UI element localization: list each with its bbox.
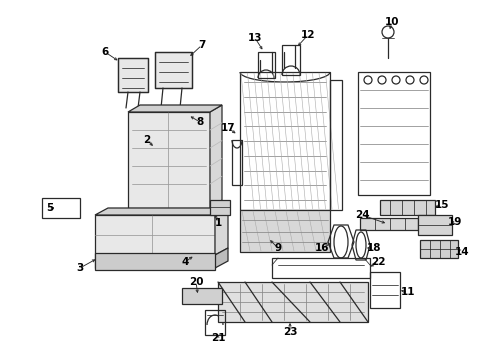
- Polygon shape: [95, 215, 215, 255]
- Polygon shape: [95, 255, 215, 268]
- Polygon shape: [209, 200, 229, 215]
- Polygon shape: [95, 253, 215, 270]
- Polygon shape: [359, 218, 417, 230]
- Polygon shape: [215, 208, 227, 255]
- Polygon shape: [162, 108, 182, 120]
- Polygon shape: [95, 208, 227, 215]
- Polygon shape: [379, 200, 434, 215]
- Text: 10: 10: [384, 17, 398, 27]
- Polygon shape: [417, 215, 451, 235]
- Polygon shape: [218, 282, 367, 322]
- Polygon shape: [240, 210, 329, 252]
- Text: 16: 16: [314, 243, 328, 253]
- Text: 2: 2: [143, 135, 150, 145]
- Polygon shape: [155, 52, 192, 88]
- Text: 7: 7: [198, 40, 205, 50]
- Polygon shape: [215, 248, 227, 268]
- Text: 5: 5: [46, 203, 54, 213]
- Text: 22: 22: [370, 257, 385, 267]
- Text: 20: 20: [188, 277, 203, 287]
- Text: 8: 8: [196, 117, 203, 127]
- Polygon shape: [182, 288, 222, 304]
- Text: 12: 12: [300, 30, 315, 40]
- Text: 24: 24: [354, 210, 368, 220]
- Text: 23: 23: [282, 327, 297, 337]
- Text: 6: 6: [101, 47, 108, 57]
- Text: 1: 1: [214, 218, 221, 228]
- Text: 18: 18: [366, 243, 381, 253]
- Polygon shape: [118, 58, 148, 92]
- Text: 21: 21: [210, 333, 225, 343]
- Polygon shape: [419, 240, 457, 258]
- Text: 11: 11: [400, 287, 414, 297]
- Text: 15: 15: [434, 200, 448, 210]
- Text: 14: 14: [454, 247, 468, 257]
- Text: 19: 19: [447, 217, 461, 227]
- Text: 13: 13: [247, 33, 262, 43]
- Polygon shape: [128, 112, 209, 208]
- Polygon shape: [209, 105, 222, 208]
- Text: 9: 9: [274, 243, 281, 253]
- Text: 4: 4: [181, 257, 188, 267]
- Polygon shape: [128, 105, 222, 112]
- Text: 3: 3: [76, 263, 83, 273]
- Text: 17: 17: [220, 123, 235, 133]
